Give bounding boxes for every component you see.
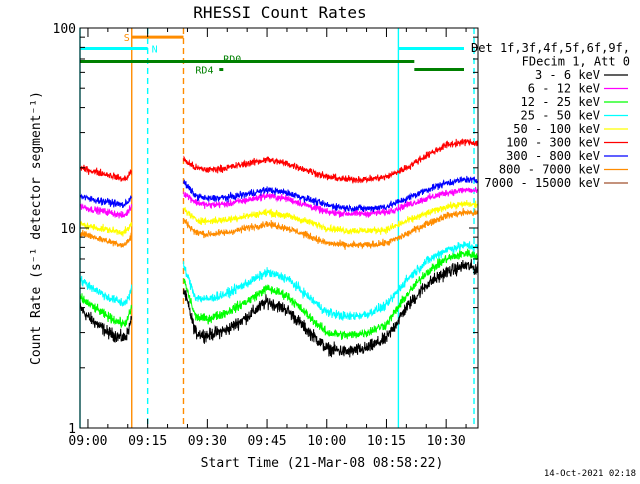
legend-entry-label: 7000 - 15000 keV [484,176,600,190]
series-line [183,186,479,218]
legend-entry-label: 50 - 100 keV [513,122,600,136]
series-line [79,164,132,182]
x-tick-label: 09:45 [247,434,286,449]
annotation-label: S [124,33,130,44]
x-tick-label: 09:00 [68,434,107,449]
series-line [183,259,479,358]
y-tick-label: 10 [60,222,76,237]
legend-header: Det 1f,3f,4f,5f,6f,9f, [471,41,630,55]
legend-entry-label: 100 - 300 keV [506,136,600,150]
chart-title: RHESSI Count Rates [193,3,366,22]
legend-entry-label: 12 - 25 keV [521,95,600,109]
x-tick-label: 10:30 [427,434,466,449]
series-line [79,293,132,328]
legend-entry-label: 25 - 50 keV [521,109,600,123]
x-tick-label: 09:30 [188,434,227,449]
series-line [183,138,479,184]
x-tick-label: 10:00 [307,434,346,449]
legend: Det 1f,3f,4f,5f,6f,9f,FDecim 1, Att 03 -… [471,41,630,190]
legend-entry-label: 300 - 800 keV [506,149,600,163]
annotation-bars: S N RD0 RD4 [80,33,464,77]
legend-entry-label: 3 - 6 keV [535,68,600,82]
series-line [183,241,479,321]
x-tick-label: 10:15 [367,434,406,449]
legend-header: FDecim 1, Att 0 [522,55,630,69]
series-line [79,302,132,343]
annotation-label: N [152,44,158,55]
series-line [183,175,479,213]
legend-entry-label: 6 - 12 keV [528,82,600,96]
x-tick-label: 09:15 [128,434,167,449]
series-line [79,202,132,219]
y-tick-label: 100 [53,22,76,37]
series-line [79,275,132,308]
legend-entry-label: 800 - 7000 keV [499,163,600,177]
annotation-label: RD4 [195,66,213,77]
series-lines [79,138,479,358]
axes: 09:00 09:15 09:30 09:45 10:00 10:15 10:30 1 10 10… [53,22,479,449]
y-tick-label: 1 [68,422,76,437]
series-line [79,229,132,248]
series-line [183,248,479,340]
series-line [79,193,132,209]
annotation-label: RD0 [223,54,241,65]
series-line [183,199,479,235]
generation-timestamp: 14-Oct-2021 02:18 [544,469,636,479]
series-line [183,207,479,250]
y-axis-label: Count Rate (s⁻¹ detector segment⁻¹) [29,91,44,365]
x-axis-label: Start Time (21-Mar-08 08:58:22) [201,456,444,471]
series-line [79,220,132,237]
